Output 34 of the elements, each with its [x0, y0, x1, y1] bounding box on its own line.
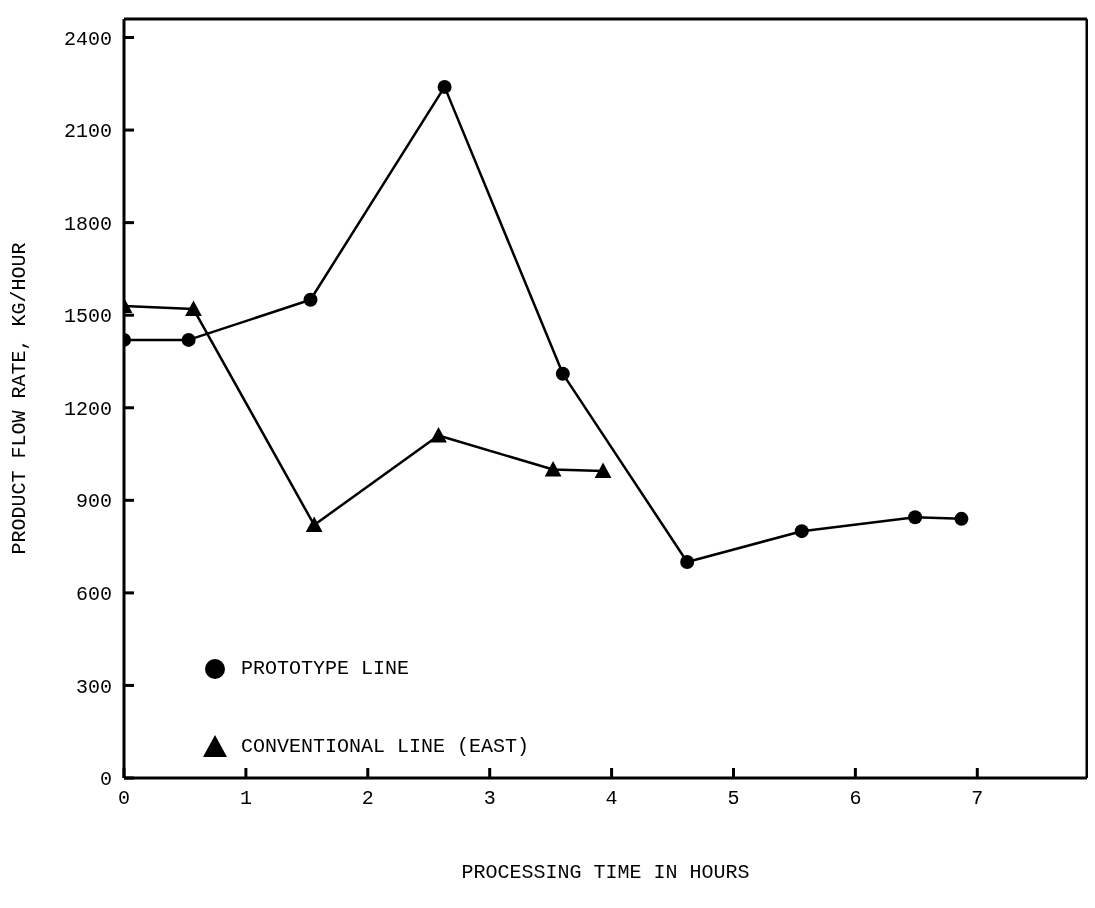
x-tick-label: 6	[849, 787, 862, 811]
y-tick-label: 0	[99, 768, 112, 792]
point	[185, 300, 202, 317]
point	[305, 516, 323, 532]
y-tick-label: 1500	[63, 305, 112, 329]
y-tick-label: 300	[75, 675, 112, 699]
x-tick-label: 1	[239, 787, 252, 811]
y-tick-label: 900	[75, 490, 112, 514]
y-tick-label: 1800	[63, 212, 112, 236]
x-tick-label: 0	[117, 787, 131, 811]
point	[594, 462, 612, 479]
x-tick-label: 3	[483, 787, 496, 811]
x-axis-title: PROCESSING TIME IN HOURS	[461, 861, 750, 884]
y-tick-label: 2100	[63, 120, 112, 144]
point	[181, 332, 196, 347]
point	[544, 461, 562, 477]
y-tick-label: 2400	[63, 27, 112, 51]
point	[555, 366, 570, 381]
x-tick-label: 2	[361, 787, 374, 811]
point	[437, 79, 452, 94]
y-axis-title: PRODUCT FLOW RATE, KG/HOUR	[8, 242, 32, 555]
point	[303, 292, 318, 307]
point	[430, 427, 447, 443]
y-tick-label: 600	[75, 582, 112, 606]
point	[954, 511, 969, 526]
x-tick-label: 5	[727, 787, 740, 811]
x-tick-label: 7	[971, 787, 984, 811]
point	[908, 510, 923, 525]
x-tick-label: 4	[605, 787, 618, 811]
legend-label: PROTOTYPE LINE	[241, 656, 410, 680]
legend-label: CONVENTIONAL LINE (EAST)	[241, 734, 530, 758]
point	[794, 524, 809, 539]
y-tick-label: 1200	[63, 397, 112, 421]
point	[680, 555, 695, 570]
